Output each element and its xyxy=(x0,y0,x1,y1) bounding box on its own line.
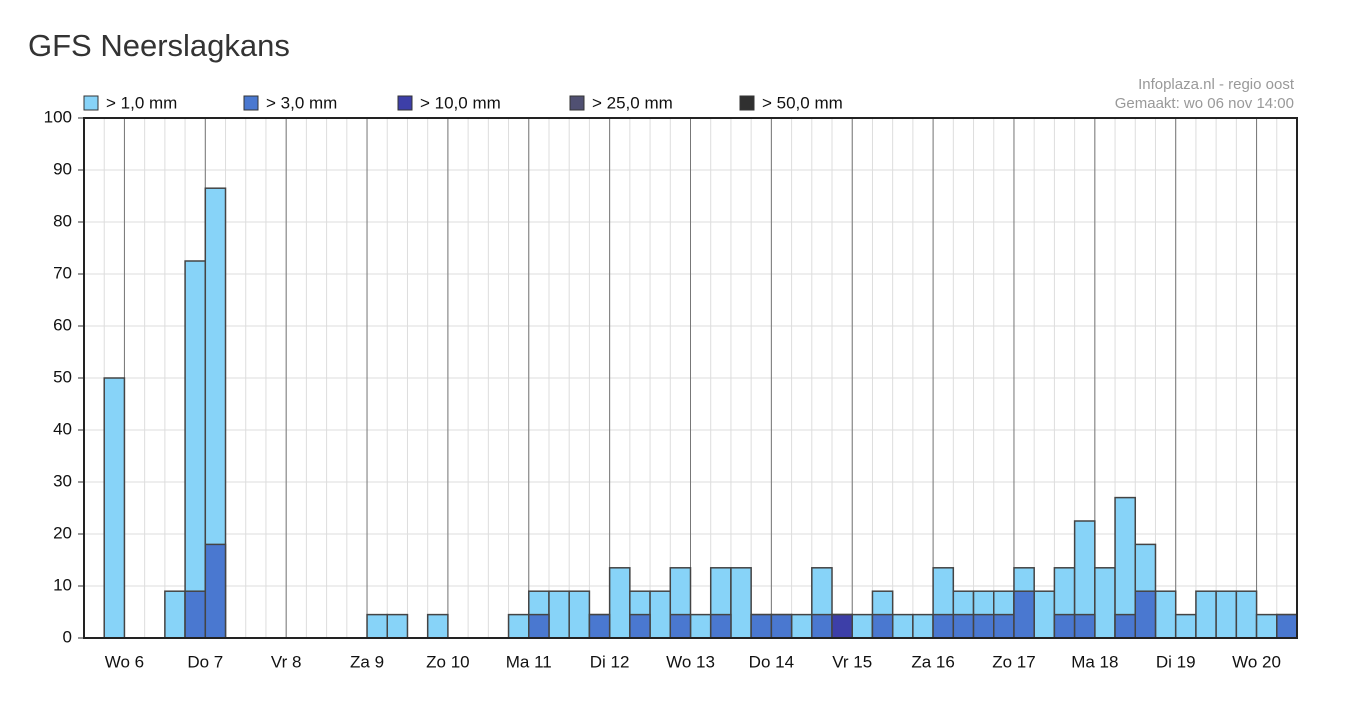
x-tick-label: Di 12 xyxy=(590,652,630,671)
bar xyxy=(689,613,712,639)
bar xyxy=(1235,590,1258,639)
y-tick-label: 20 xyxy=(53,523,72,542)
y-tick-label: 60 xyxy=(53,315,72,334)
bar xyxy=(871,613,894,639)
bar xyxy=(1053,613,1076,639)
x-tick-label: Vr 15 xyxy=(832,652,872,671)
bar xyxy=(1276,613,1298,639)
bar xyxy=(831,613,853,639)
bar xyxy=(1154,590,1177,639)
bar xyxy=(891,613,914,639)
bar xyxy=(1195,590,1217,639)
bar xyxy=(1094,567,1116,639)
bar xyxy=(184,590,207,639)
bar xyxy=(790,613,813,639)
bar xyxy=(993,613,1015,639)
created: Gemaakt: wo 06 nov 14:00 xyxy=(1115,95,1294,112)
legend-swatch xyxy=(569,95,585,111)
source: Infoplaza.nl - regio oost xyxy=(1138,76,1295,93)
bar xyxy=(851,613,874,639)
bar xyxy=(1073,613,1096,639)
x-tick-label: Zo 17 xyxy=(992,652,1035,671)
bar xyxy=(1174,613,1197,639)
bar xyxy=(1134,590,1157,639)
x-tick-label: Do 7 xyxy=(187,652,223,671)
bar xyxy=(507,613,530,639)
bar xyxy=(730,567,752,639)
y-tick-label: 50 xyxy=(53,367,72,386)
bar xyxy=(204,543,227,639)
y-tick-label: 90 xyxy=(53,159,72,178)
bar xyxy=(770,613,793,639)
legend-label: > 25,0 mm xyxy=(592,93,673,112)
bar xyxy=(1114,613,1137,639)
bar xyxy=(426,613,449,639)
bar xyxy=(669,613,692,639)
chart-title: GFS Neerslagkans xyxy=(28,28,290,63)
y-tick-label: 70 xyxy=(53,263,72,282)
bar xyxy=(649,590,672,639)
legend-label: > 1,0 mm xyxy=(106,93,177,112)
legend-swatch xyxy=(397,95,413,111)
bar xyxy=(588,613,611,639)
bar xyxy=(1033,590,1056,639)
bar xyxy=(750,613,773,639)
bar xyxy=(972,613,995,639)
bar xyxy=(811,613,833,639)
x-tick-label: Wo 13 xyxy=(666,652,715,671)
x-tick-label: Zo 10 xyxy=(426,652,469,671)
x-tick-label: Di 19 xyxy=(1156,652,1196,671)
x-tick-label: Wo 20 xyxy=(1232,652,1281,671)
bar xyxy=(932,613,955,639)
x-tick-label: Ma 18 xyxy=(1071,652,1118,671)
x-tick-label: Vr 8 xyxy=(271,652,302,671)
bar xyxy=(184,260,207,639)
bar xyxy=(629,613,651,639)
x-tick-label: Wo 6 xyxy=(105,652,144,671)
bar xyxy=(164,590,186,639)
y-tick-label: 10 xyxy=(53,575,72,594)
x-tick-label: Za 9 xyxy=(350,652,384,671)
bar xyxy=(709,613,732,639)
legend-label: > 3,0 mm xyxy=(266,93,337,112)
legend-swatch xyxy=(83,95,99,111)
x-tick-label: Za 16 xyxy=(911,652,954,671)
x-tick-label: Do 14 xyxy=(749,652,794,671)
bar xyxy=(1215,590,1238,639)
bar xyxy=(912,613,934,639)
bar xyxy=(103,377,126,639)
legend-swatch xyxy=(739,95,755,111)
x-tick-label: Ma 11 xyxy=(506,652,552,671)
bar xyxy=(952,613,975,639)
legend-label: > 10,0 mm xyxy=(420,93,501,112)
bar xyxy=(548,590,570,639)
y-tick-label: 0 xyxy=(63,627,72,646)
legend-label: > 50,0 mm xyxy=(762,93,843,112)
bar xyxy=(568,590,591,639)
y-tick-label: 80 xyxy=(53,211,72,230)
bar xyxy=(528,613,550,639)
bar xyxy=(386,613,409,639)
y-tick-label: 30 xyxy=(53,471,72,490)
y-tick-label: 40 xyxy=(53,419,72,438)
bar xyxy=(1255,613,1278,639)
bar xyxy=(1013,590,1035,639)
y-tick-label: 100 xyxy=(44,107,72,126)
legend-swatch xyxy=(243,95,259,111)
bar xyxy=(366,613,388,639)
plot-frame xyxy=(83,117,1298,639)
bar xyxy=(608,567,631,639)
